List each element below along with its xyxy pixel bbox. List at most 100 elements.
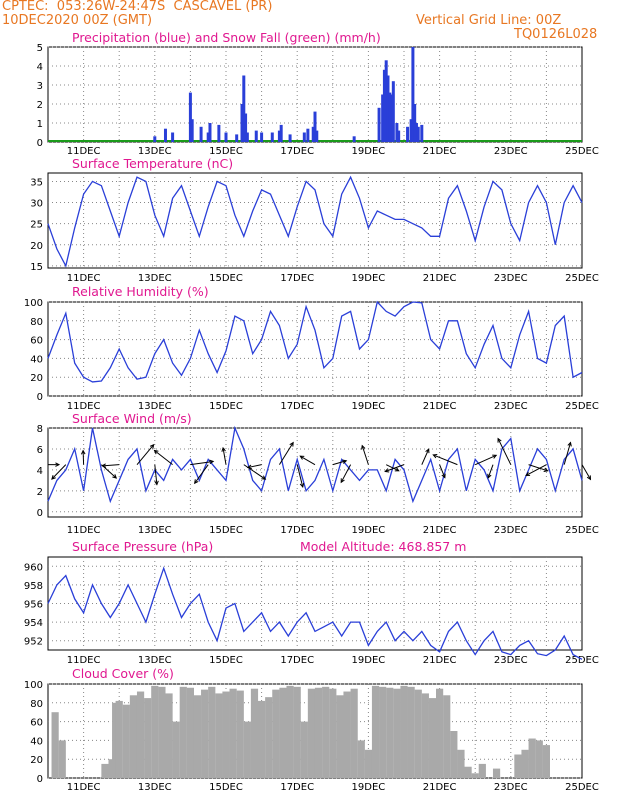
precip-bar (254, 130, 258, 142)
x-tick-label: 25DEC (565, 782, 599, 793)
cloud-bar (336, 695, 344, 778)
precip-bar (235, 134, 239, 142)
cloud-bar (343, 691, 351, 778)
wind-arrowhead (299, 455, 305, 460)
y-tick-label: 20 (30, 755, 43, 766)
y-tick-label: 2 (37, 487, 43, 498)
wind-vector (332, 460, 347, 466)
wind-arrowhead (209, 459, 215, 465)
x-tick-label: 21DEC (423, 146, 457, 157)
cloud-bar (478, 763, 486, 778)
panel-title: Relative Humidity (%) (72, 284, 209, 299)
y-tick-label: 0 (37, 138, 43, 149)
precip-bar (206, 132, 210, 142)
y-tick-label: 960 (24, 562, 43, 573)
cloud-bar (428, 698, 437, 778)
x-tick-label: 19DEC (352, 525, 386, 536)
x-tick-label: 11DEC (67, 525, 101, 536)
x-tick-label: 17DEC (280, 525, 314, 536)
wind-vector (154, 464, 158, 485)
panel-title: Cloud Cover (%) (72, 666, 174, 681)
x-tick-label: 21DEC (423, 273, 457, 284)
wind-arrowhead (153, 449, 159, 455)
precip-bar (153, 136, 157, 142)
wind-vector (222, 447, 227, 465)
wind-arrowhead (394, 467, 400, 472)
x-tick-label: 25DEC (565, 146, 599, 157)
cloud-bar (208, 686, 216, 778)
x-tick-label: 15DEC (209, 401, 243, 412)
precip-bar (315, 130, 319, 142)
series-line (47, 175, 583, 268)
header-station: CPTEC: 053:26W-24:47S CASCAVEL (PR) (2, 0, 273, 14)
wind-arrowhead (55, 462, 61, 467)
panel-frame (47, 427, 583, 518)
wind-arrowhead (525, 471, 531, 476)
wind-arrowhead (221, 446, 226, 452)
wind-arrowhead (289, 441, 294, 447)
y-tick-label: 5 (37, 43, 43, 54)
wind-vector (385, 464, 405, 472)
precip-bar (288, 134, 292, 142)
y-tick-label: 80 (30, 317, 43, 328)
wind-arrowhead (299, 482, 305, 489)
precip-bar (384, 60, 388, 142)
wind-vector (247, 464, 262, 469)
cloud-bar (243, 721, 251, 778)
cloud-bar (236, 690, 244, 778)
panel-frame (47, 301, 583, 397)
cloud-bar (165, 693, 173, 778)
x-tick-label: 13DEC (138, 146, 172, 157)
x-tick-label: 23DEC (494, 146, 528, 157)
precip-bar (391, 81, 395, 142)
x-tick-label: 21DEC (423, 401, 457, 412)
cloud-bar (186, 687, 194, 778)
wind-arrowhead (487, 473, 492, 479)
y-tick-label: 100 (24, 680, 43, 691)
cloud-bar (457, 749, 465, 778)
precip-bar (390, 94, 394, 142)
cloud-bar (229, 688, 237, 778)
x-tick-label: 25DEC (565, 273, 599, 284)
panel-subtitle: Model Altitude: 468.857 m (300, 539, 466, 554)
x-tick-label: 15DEC (209, 146, 243, 157)
precip-bar (395, 123, 399, 142)
precip-bar (242, 75, 246, 142)
y-tick-label: 0 (37, 774, 43, 785)
wind-vector (474, 454, 497, 466)
cloud-bar (158, 686, 166, 778)
precip-bar (199, 126, 203, 142)
precip-bar (377, 107, 381, 142)
panel-title: Surface Pressure (hPa) (72, 539, 213, 554)
wind-vector (154, 450, 173, 466)
cloud-bar (322, 686, 330, 778)
cloud-bar (450, 731, 458, 778)
panel-title: Precipitation (blue) and Snow Fall (gree… (72, 30, 381, 45)
cloud-bar (193, 695, 202, 778)
y-tick-label: 2 (37, 100, 43, 111)
precip-bar (217, 124, 221, 142)
cloud-bar (122, 704, 130, 778)
x-tick-label: 25DEC (565, 655, 599, 666)
cloud-bar (250, 688, 259, 778)
y-tick-label: 4 (37, 62, 43, 73)
x-tick-label: 17DEC (280, 401, 314, 412)
precip-bar (414, 123, 418, 142)
y-tick-label: 25 (30, 220, 43, 231)
wind-arrowhead (101, 463, 107, 468)
wind-arrowhead (492, 454, 498, 459)
x-tick-label: 21DEC (423, 655, 457, 666)
cloud-bar (51, 712, 59, 778)
precip-bar (406, 126, 410, 142)
series-line (47, 300, 583, 383)
cloud-bar (400, 685, 408, 778)
y-tick-label: 60 (30, 718, 43, 729)
wind-arrowhead (112, 474, 118, 479)
x-tick-label: 15DEC (209, 273, 243, 284)
wind-vector (278, 442, 294, 465)
cloud-bar (443, 695, 451, 778)
wind-vector (385, 464, 400, 472)
y-tick-label: 6 (37, 445, 43, 456)
x-tick-label: 11DEC (67, 782, 101, 793)
precip-bar (413, 104, 417, 142)
